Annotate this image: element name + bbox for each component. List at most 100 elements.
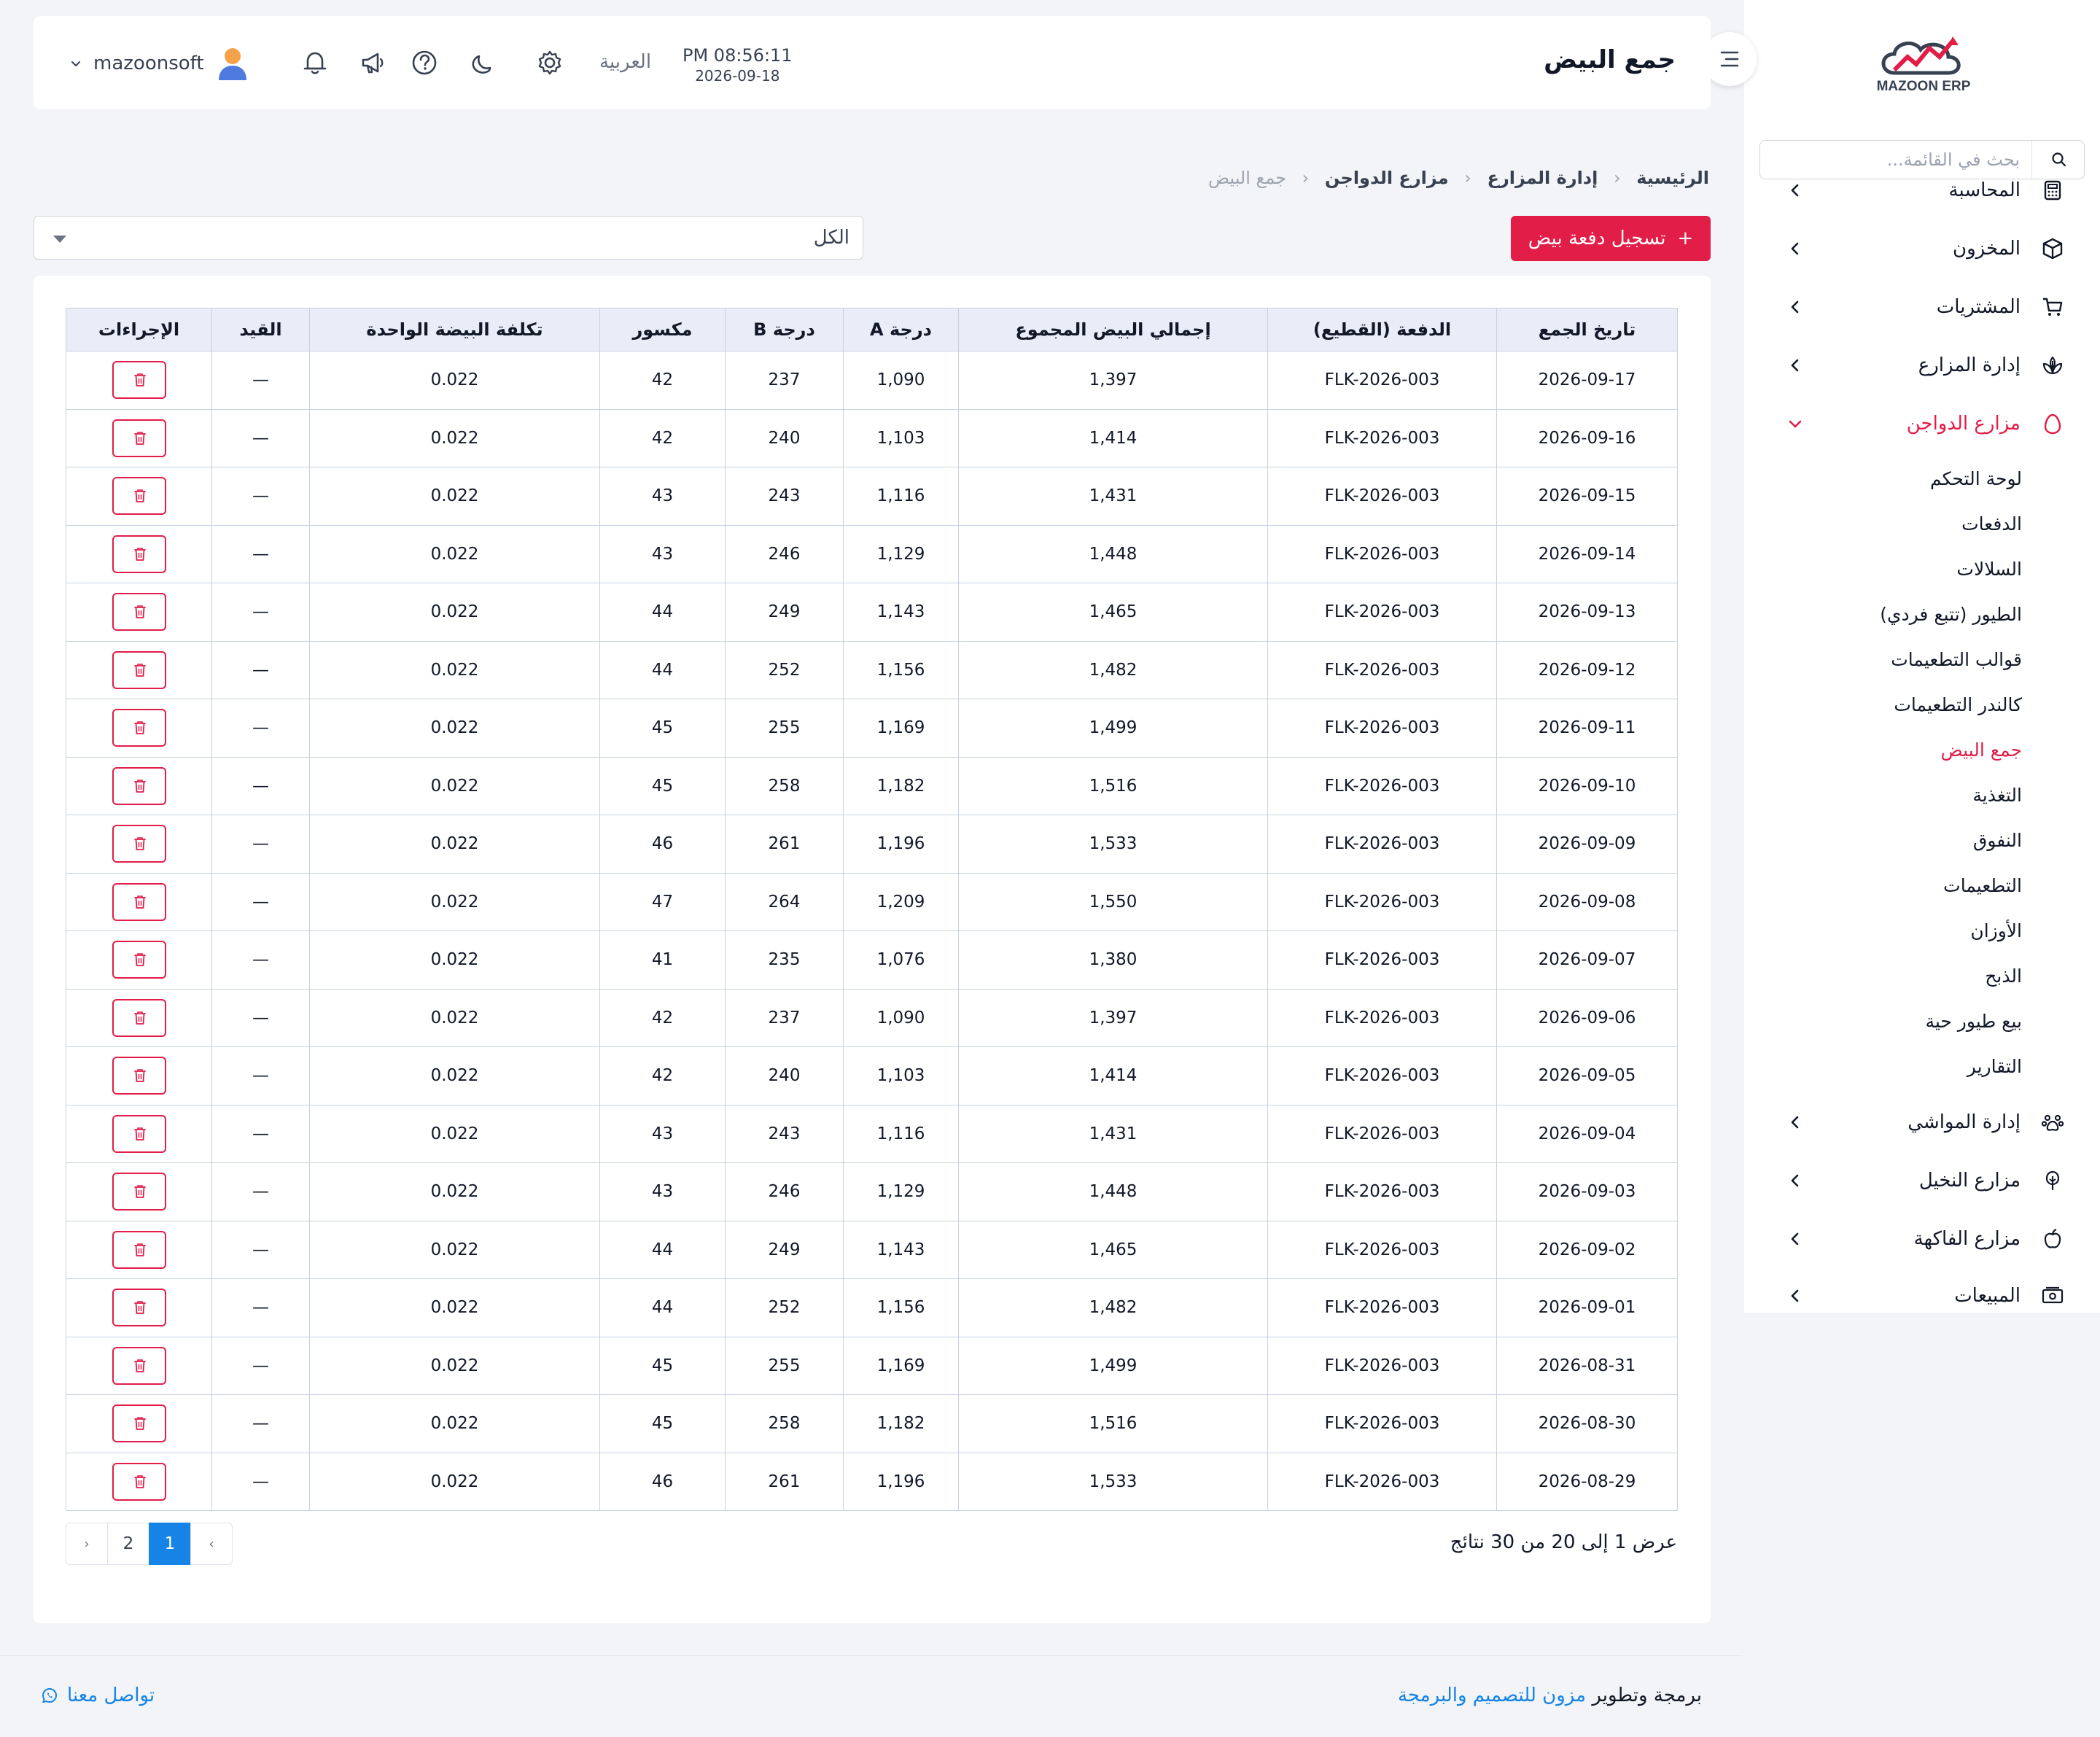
column-header-total-eggs[interactable]: إجمالي البيض المجموع: [958, 308, 1268, 351]
cell-actions: [66, 351, 212, 410]
breadcrumb-farms[interactable]: إدارة المزارع: [1487, 168, 1598, 188]
chevron-down-icon[interactable]: [70, 58, 82, 70]
submenu-item-egg-collection[interactable]: جمع البيض: [1940, 739, 2022, 761]
delete-button[interactable]: [112, 998, 166, 1037]
delete-button[interactable]: [112, 882, 166, 921]
delete-button[interactable]: [112, 535, 166, 573]
submenu-item-vaccinations[interactable]: التطعيمات: [1943, 875, 2022, 896]
submenu-item-live-bird-sales[interactable]: بيع طيور حية: [1925, 1011, 2022, 1032]
moon-icon[interactable]: [470, 48, 499, 77]
column-header-date[interactable]: تاريخ الجمع: [1496, 308, 1678, 351]
add-egg-batch-button[interactable]: + تسجيل دفعة بيض: [1511, 216, 1711, 261]
cell-entry: —: [211, 1046, 310, 1105]
brand-logo[interactable]: MAZOON ERP: [1872, 32, 1975, 98]
flock-filter-select[interactable]: الكل: [34, 216, 863, 260]
submenu-item-vaccination-calendar[interactable]: كالندر التطعيمات: [1894, 694, 2022, 715]
trash-icon: [133, 547, 146, 561]
delete-button[interactable]: [112, 477, 166, 516]
delete-button[interactable]: [112, 1114, 166, 1153]
gear-icon[interactable]: [535, 48, 564, 77]
delete-button[interactable]: [112, 825, 166, 863]
cell-grade-b: 261: [725, 1452, 844, 1511]
sidebar-item-farms[interactable]: إدارة المزارع: [1743, 340, 2100, 391]
cell-broken: 44: [599, 640, 726, 699]
cell-total-eggs: 1,414: [958, 408, 1268, 467]
bell-icon[interactable]: [300, 48, 330, 77]
delete-button[interactable]: [112, 1346, 166, 1385]
pagination-page-2[interactable]: 2: [107, 1523, 149, 1565]
delete-button[interactable]: [112, 650, 166, 689]
submenu-item-feeding[interactable]: التغذية: [1972, 785, 2022, 806]
language-switch[interactable]: العربية: [599, 51, 652, 73]
submenu-item-mortality[interactable]: النفوق: [1972, 830, 2022, 851]
delete-button[interactable]: [112, 1057, 166, 1095]
sidebar-item-poultry[interactable]: مزارع الدواجن: [1743, 398, 2100, 449]
cell-actions: [66, 1452, 212, 1511]
pagination-prev[interactable]: ‹: [190, 1523, 233, 1565]
table-row: 2026-09-05 FLK-2026-003 1,414 1,103 240 42 0.0…: [66, 1046, 1678, 1105]
sidebar-item-sales[interactable]: المبيعات: [1743, 1270, 2100, 1313]
submenu-item-weights[interactable]: الأوزان: [1970, 920, 2022, 941]
cell-grade-a: 1,076: [843, 930, 959, 990]
submenu-item-dashboard[interactable]: لوحة التحكم: [1929, 468, 2022, 489]
column-header-broken[interactable]: مكسور: [599, 308, 726, 351]
submenu-item-vaccination-templates[interactable]: قوالب التطعيمات: [1891, 649, 2022, 670]
cell-entry: —: [211, 467, 310, 526]
menu-search-input[interactable]: [1760, 141, 2037, 179]
cell-egg-cost: 0.022: [309, 467, 600, 526]
sidebar-toggle-button[interactable]: [1703, 32, 1757, 86]
submenu-item-slaughter[interactable]: الذبح: [1985, 965, 2022, 987]
breadcrumb-home[interactable]: الرئيسية: [1636, 168, 1709, 188]
column-header-grade-b[interactable]: درجة B: [725, 308, 844, 351]
contact-link[interactable]: تواصل معنا: [41, 1684, 155, 1706]
delete-button[interactable]: [112, 1404, 166, 1443]
cell-broken: 44: [599, 1278, 726, 1337]
column-header-grade-a[interactable]: درجة A: [843, 308, 959, 351]
sidebar-item-palm-farms[interactable]: مزارع النخيل: [1743, 1155, 2100, 1206]
cell-total-eggs: 1,465: [958, 1220, 1268, 1279]
table-row: 2026-09-14 FLK-2026-003 1,448 1,129 246 43 0.0…: [66, 524, 1678, 583]
delete-button[interactable]: [112, 1173, 166, 1211]
avatar[interactable]: [214, 45, 251, 82]
sidebar-item-purchases[interactable]: المشتريات: [1743, 281, 2100, 333]
delete-button[interactable]: [112, 709, 166, 747]
submenu-item-reports[interactable]: التقارير: [1967, 1056, 2022, 1077]
column-header-egg-cost[interactable]: تكلفة البيضة الواحدة: [309, 308, 600, 351]
delete-button[interactable]: [112, 766, 166, 805]
cell-egg-cost: 0.022: [309, 524, 600, 583]
delete-button[interactable]: [112, 419, 166, 457]
pagination-page-1[interactable]: 1: [149, 1523, 191, 1565]
cell-entry: —: [211, 1336, 310, 1395]
delete-button[interactable]: [112, 941, 166, 979]
trash-icon: [133, 837, 146, 851]
cell-actions: [66, 1336, 212, 1395]
delete-button[interactable]: [112, 593, 166, 632]
trash-icon: [133, 605, 146, 619]
breadcrumb-poultry[interactable]: مزارع الدواجن: [1324, 168, 1449, 188]
sidebar-item-fruit-farms[interactable]: مزارع الفاكهة: [1743, 1213, 2100, 1264]
sidebar-item-livestock[interactable]: إدارة المواشي: [1743, 1097, 2100, 1148]
delete-button[interactable]: [112, 361, 166, 400]
submenu-item-batches[interactable]: الدفعات: [1961, 513, 2022, 535]
column-header-batch[interactable]: الدفعة (القطيع): [1267, 308, 1497, 351]
submenu-item-birds[interactable]: الطيور (تتبع فردي): [1880, 604, 2022, 625]
pagination-next[interactable]: ›: [66, 1523, 108, 1565]
cell-batch: FLK-2026-003: [1267, 930, 1497, 990]
delete-button[interactable]: [112, 1289, 166, 1327]
sidebar-item-inventory[interactable]: المخزون: [1743, 223, 2100, 274]
credit-company-link[interactable]: مزون للتصميم والبرمجة: [1397, 1684, 1587, 1706]
user-name[interactable]: mazoonsoft: [93, 53, 204, 74]
sidebar-item-label: إدارة المواشي: [1908, 1111, 2021, 1133]
search-icon[interactable]: [2050, 151, 2068, 168]
submenu-item-breeds[interactable]: السلالات: [1956, 559, 2022, 580]
delete-button[interactable]: [112, 1230, 166, 1269]
table-row: 2026-09-06 FLK-2026-003 1,397 1,090 237 42 0.0…: [66, 988, 1678, 1047]
cell-grade-b: 249: [725, 1220, 844, 1279]
sidebar-item-accounting[interactable]: المحاسبة: [1743, 179, 2100, 216]
megaphone-icon[interactable]: [359, 48, 388, 77]
column-header-entry[interactable]: القيد: [211, 308, 310, 351]
cell-actions: [66, 1162, 212, 1221]
help-icon[interactable]: [410, 48, 439, 77]
delete-button[interactable]: [112, 1462, 166, 1501]
cell-broken: 45: [599, 756, 726, 815]
